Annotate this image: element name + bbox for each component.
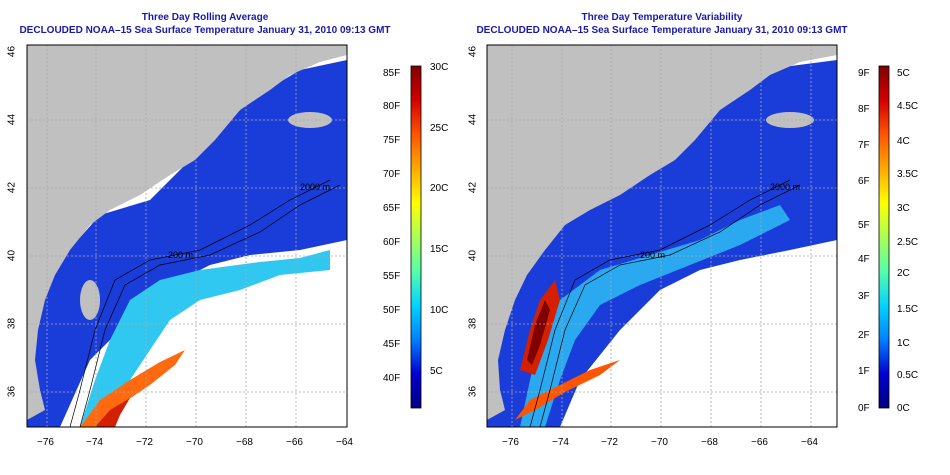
right-lat-46: 46 [467,45,479,58]
left-land [27,45,347,420]
right-title-line1: Three Day Temperature Variability [581,12,743,23]
right-cb-c-1: 1C [897,338,910,349]
left-lat-38: 38 [6,317,18,330]
right-lon-68: −68 [701,437,718,448]
left-colorbar [410,65,422,409]
left-ocean-cold [27,60,347,427]
right-cb-c-2: 2C [897,268,910,279]
right-map: 200 m 2000 m [487,45,837,427]
right-cb-c-3-5: 3.5C [897,169,919,180]
left-cb-f-85: 85F [383,68,401,79]
left-cb-f-50: 50F [383,305,401,316]
right-ocean-shelf [520,205,790,427]
left-cb-c-10: 10C [430,305,449,316]
right-lat-36: 36 [467,385,479,398]
left-lon-72: −72 [136,437,153,448]
left-cb-c-30: 30C [430,62,449,73]
right-lon-74: −74 [552,437,569,448]
right-lon-72: −72 [601,437,618,448]
left-title-line1: Three Day Rolling Average [141,12,269,23]
left-cb-f-40: 40F [383,373,401,384]
right-cb-f-4: 4F [858,254,870,265]
right-cb-f-5: 5F [858,220,870,231]
right-cb-f-9: 9F [858,68,870,79]
left-lon-64: −64 [336,437,353,448]
right-cb-f-6: 6F [858,176,870,187]
left-lon-70: −70 [186,437,203,448]
right-cb-f-7: 7F [858,140,870,151]
right-cb-f-0: 0F [858,403,870,414]
right-lon-66: −66 [751,437,768,448]
left-lat-42: 42 [6,181,18,194]
left-cb-f-55: 55F [383,271,401,282]
right-cb-c-2-5: 2.5C [897,237,919,248]
left-isobath-label: 200 m [168,250,193,260]
left-lon-76: −76 [37,437,54,448]
left-cb-c-5: 5C [430,366,443,377]
right-lat-38: 38 [467,317,479,330]
right-cb-c-3: 3C [897,203,910,214]
left-cb-f-65: 65F [383,203,401,214]
left-cb-f-45: 45F [383,339,401,350]
right-cb-f-3: 3F [858,291,870,302]
left-ocean-mid [80,250,330,427]
left-lat-46: 46 [6,45,18,58]
left-cb-c-20: 20C [430,183,449,194]
right-isobath-label-2000: 2000 m [770,182,800,192]
right-cb-c-5: 5C [897,68,910,79]
left-map-frame [26,44,348,428]
left-lat-36: 36 [6,385,18,398]
left-cb-f-80: 80F [383,101,401,112]
left-lat-40: 40 [6,249,18,262]
right-lat-40: 40 [467,249,479,262]
right-cb-c-4-5: 4.5C [897,101,919,112]
right-lon-76: −76 [502,437,519,448]
right-cb-c-0: 0C [897,403,910,414]
left-title-line2: DECLOUDED NOAA–15 Sea Surface Temperatur… [19,25,391,36]
left-cb-c-15: 15C [430,244,449,255]
left-lat-44: 44 [6,113,18,126]
right-cb-f-1: 1F [858,366,870,377]
right-cb-c-1-5: 1.5C [897,304,919,315]
right-colorbar [878,65,890,409]
left-cb-f-60: 60F [383,237,401,248]
left-cb-f-70: 70F [383,169,401,180]
right-lat-42: 42 [467,181,479,194]
left-gulfstream [80,350,185,427]
left-lon-66: −66 [286,437,303,448]
right-cb-f-8: 8F [858,104,870,115]
right-lon-70: −70 [651,437,668,448]
left-lon-68: −68 [236,437,253,448]
right-cb-f-2: 2F [858,330,870,341]
left-lon-74: −74 [86,437,103,448]
left-cb-f-75: 75F [383,135,401,146]
right-cb-c-0-5: 0.5C [897,370,919,381]
right-cb-c-4: 4C [897,136,910,147]
left-isobath-label-2000: 2000 m [300,182,330,192]
right-lon-64: −64 [801,437,818,448]
left-map: 200 m 2000 m [27,45,347,427]
right-isobath-label: 200 m [640,250,665,260]
left-cb-c-25: 25C [430,123,449,134]
right-land [487,45,837,420]
right-title-line2: DECLOUDED NOAA–15 Sea Surface Temperatur… [476,25,848,36]
right-map-frame [486,44,838,428]
right-lat-44: 44 [467,113,479,126]
